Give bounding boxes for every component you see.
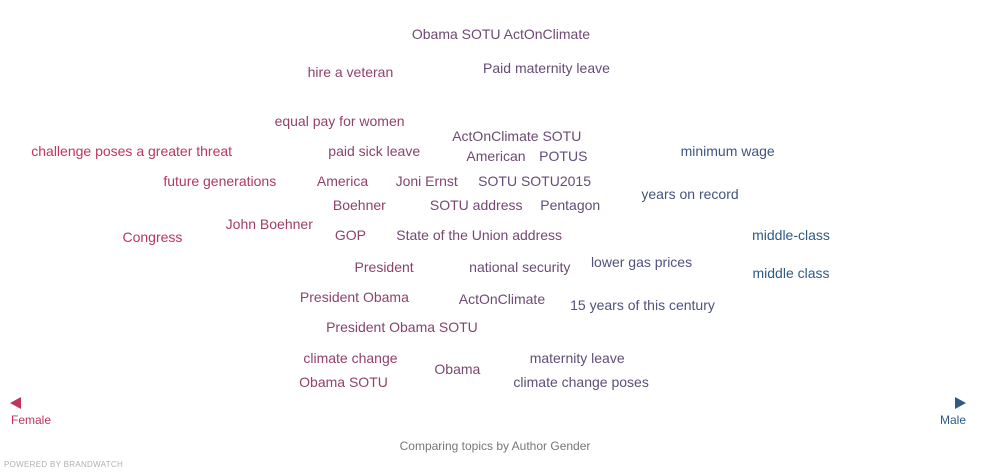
topic-label: equal pay for women	[274, 112, 405, 129]
topic-label: Obama SOTU ActOnClimate	[411, 26, 591, 42]
topic-label: 15 years of this century	[570, 296, 715, 313]
topic-label: Congress	[122, 229, 183, 246]
topic-label: GOP	[334, 227, 367, 244]
topic-label: America	[316, 172, 369, 189]
topic-label: Obama SOTU	[299, 374, 388, 390]
male-arrow-icon	[955, 397, 966, 409]
topic-label: President	[354, 259, 414, 276]
topic-label: John Boehner	[225, 215, 313, 232]
topic-label: hire a veteran	[307, 63, 394, 80]
topic-label: climate change poses	[513, 374, 649, 390]
topic-label: climate change	[303, 349, 398, 366]
topic-label: minimum wage	[680, 142, 775, 159]
powered-by-footer: POWERED BY BRANDWATCH	[4, 460, 124, 469]
topic-label: years on record	[641, 185, 739, 202]
male-axis-label: Male	[939, 413, 966, 427]
topic-label: paid sick leave	[328, 142, 421, 159]
topic-label: future generations	[163, 172, 277, 189]
topic-label: maternity leave	[529, 349, 625, 366]
topic-label: national security	[469, 259, 571, 276]
topic-label: lower gas prices	[590, 253, 693, 270]
topic-label: ActOnClimate	[458, 291, 546, 308]
female-axis-label: Female	[11, 413, 52, 427]
topic-label: Joni Ernst	[395, 172, 458, 189]
topic-label: American	[466, 148, 526, 165]
topic-label: challenge poses a greater threat	[31, 142, 233, 159]
topic-label: President Obama	[299, 289, 409, 306]
topic-label: POTUS	[539, 148, 588, 165]
topic-label: SOTU address	[429, 197, 523, 214]
topic-label: middle class	[752, 264, 830, 281]
topic-label: ActOnClimate SOTU	[452, 127, 582, 144]
topic-label: President Obama SOTU	[326, 319, 478, 336]
chart-caption: Comparing topics by Author Gender	[399, 439, 591, 453]
female-arrow-icon	[10, 397, 21, 409]
topic-label: Obama	[434, 360, 481, 377]
topic-label: Boehner	[332, 197, 386, 214]
topic-label: middle-class	[752, 227, 830, 244]
topic-label: Pentagon	[540, 197, 601, 214]
topic-label: State of the Union address	[396, 227, 563, 244]
topic-label: SOTU SOTU2015	[478, 172, 592, 189]
topic-label: Paid maternity leave	[483, 59, 610, 76]
